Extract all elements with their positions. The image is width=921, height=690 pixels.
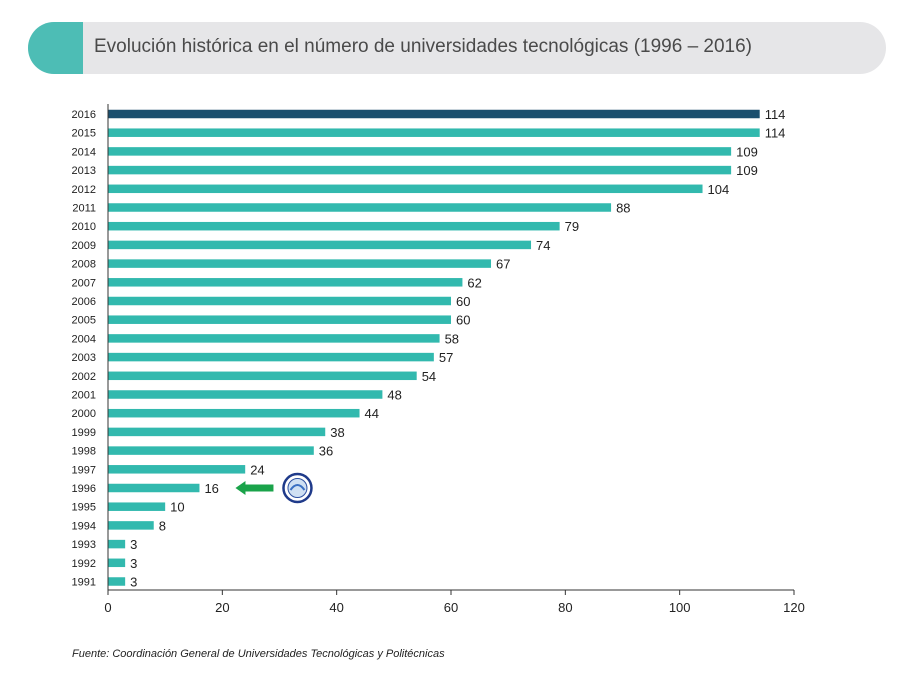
y-tick-label-1996: 1996 — [72, 483, 96, 495]
y-tick-label-2005: 2005 — [72, 315, 96, 327]
bar-1999 — [108, 427, 326, 437]
x-tick-label-40: 40 — [329, 600, 343, 615]
bar-2004 — [108, 334, 440, 343]
y-tick-label-1998: 1998 — [72, 446, 96, 458]
bar-2014 — [108, 147, 732, 156]
data-label-2007: 62 — [467, 275, 481, 290]
x-tick-label-100: 100 — [669, 600, 691, 615]
bar-1997 — [108, 465, 246, 474]
bar-1998 — [108, 446, 314, 455]
data-label-1999: 38 — [330, 425, 344, 440]
bar-1992 — [108, 558, 126, 568]
y-tick-label-2006: 2006 — [72, 296, 96, 308]
data-label-2009: 74 — [536, 238, 550, 253]
bar-2000 — [108, 408, 360, 418]
y-tick-label-2013: 2013 — [72, 165, 96, 177]
data-label-1994: 8 — [159, 518, 166, 533]
data-label-2008: 67 — [496, 257, 510, 272]
data-label-1992: 3 — [130, 556, 137, 571]
data-label-1991: 3 — [130, 575, 137, 590]
bar-1995 — [108, 502, 166, 511]
data-label-2011: 88 — [616, 201, 630, 216]
data-label-2002: 54 — [422, 369, 436, 384]
y-tick-label-1992: 1992 — [72, 558, 96, 570]
x-tick-label-60: 60 — [444, 600, 458, 615]
data-label-1995: 10 — [170, 500, 184, 515]
data-label-2003: 57 — [439, 350, 453, 365]
x-tick-label-120: 120 — [783, 600, 805, 615]
y-tick-label-2008: 2008 — [72, 259, 96, 271]
bar-1991 — [108, 577, 126, 586]
y-tick-label-2003: 2003 — [72, 352, 96, 364]
y-tick-label-1991: 1991 — [72, 577, 96, 589]
y-tick-label-2010: 2010 — [72, 221, 96, 233]
data-label-2014: 109 — [736, 144, 758, 159]
data-label-2001: 48 — [387, 388, 401, 403]
x-tick-label-20: 20 — [215, 600, 229, 615]
data-label-2016: 114 — [765, 107, 786, 122]
bar-2007 — [108, 278, 463, 287]
bar-1996 — [108, 483, 200, 493]
data-label-1996: 16 — [204, 481, 218, 496]
data-label-2004: 58 — [445, 331, 459, 346]
green-left-arrow-icon — [235, 481, 274, 495]
bar-2012 — [108, 184, 703, 194]
y-tick-label-2007: 2007 — [72, 277, 96, 289]
data-label-1997: 24 — [250, 462, 264, 477]
bar-2010 — [108, 221, 560, 231]
y-tick-label-1999: 1999 — [72, 427, 96, 439]
y-tick-label-2011: 2011 — [72, 203, 96, 215]
data-label-1998: 36 — [319, 444, 333, 459]
data-label-2013: 109 — [736, 163, 758, 178]
bar-2005 — [108, 315, 451, 324]
y-tick-label-2004: 2004 — [72, 333, 96, 345]
bar-1993 — [108, 539, 126, 549]
y-tick-label-2014: 2014 — [72, 146, 96, 158]
y-tick-label-2015: 2015 — [72, 128, 96, 140]
y-tick-label-2001: 2001 — [72, 390, 96, 402]
bar-2015 — [108, 128, 760, 137]
bar-2002 — [108, 371, 417, 381]
data-label-2000: 44 — [365, 406, 379, 421]
data-label-1993: 3 — [130, 537, 137, 552]
x-tick-label-80: 80 — [558, 600, 572, 615]
data-label-2006: 60 — [456, 294, 470, 309]
y-tick-label-2002: 2002 — [72, 371, 96, 383]
bar-2011 — [108, 203, 612, 212]
seal-inner-icon — [287, 478, 308, 498]
bar-2006 — [108, 296, 451, 306]
data-label-2005: 60 — [456, 313, 470, 328]
bar-1994 — [108, 521, 154, 530]
y-tick-label-1993: 1993 — [72, 539, 96, 551]
y-tick-label-1995: 1995 — [72, 502, 96, 514]
data-label-2010: 79 — [565, 219, 579, 234]
bar-2009 — [108, 240, 532, 250]
x-tick-label-0: 0 — [104, 600, 111, 615]
y-tick-label-1997: 1997 — [72, 464, 96, 476]
bar-2013 — [108, 165, 732, 175]
y-tick-label-1994: 1994 — [72, 520, 96, 532]
source-note: Fuente: Coordinación General de Universi… — [72, 648, 445, 660]
bar-2003 — [108, 352, 434, 362]
header-accent — [28, 22, 83, 74]
bar-2008 — [108, 259, 492, 268]
y-tick-label-2000: 2000 — [72, 408, 96, 420]
bar-2016 — [108, 109, 760, 119]
data-label-2012: 104 — [708, 182, 730, 197]
data-label-2015: 114 — [765, 126, 786, 141]
y-tick-label-2016: 2016 — [72, 109, 96, 121]
seal-wave-icon — [289, 484, 306, 491]
chart-title: Evolución histórica en el número de univ… — [94, 36, 753, 57]
y-tick-label-2009: 2009 — [72, 240, 96, 252]
bar-2001 — [108, 390, 383, 399]
header-bar — [28, 22, 886, 74]
y-tick-label-2012: 2012 — [72, 184, 96, 196]
